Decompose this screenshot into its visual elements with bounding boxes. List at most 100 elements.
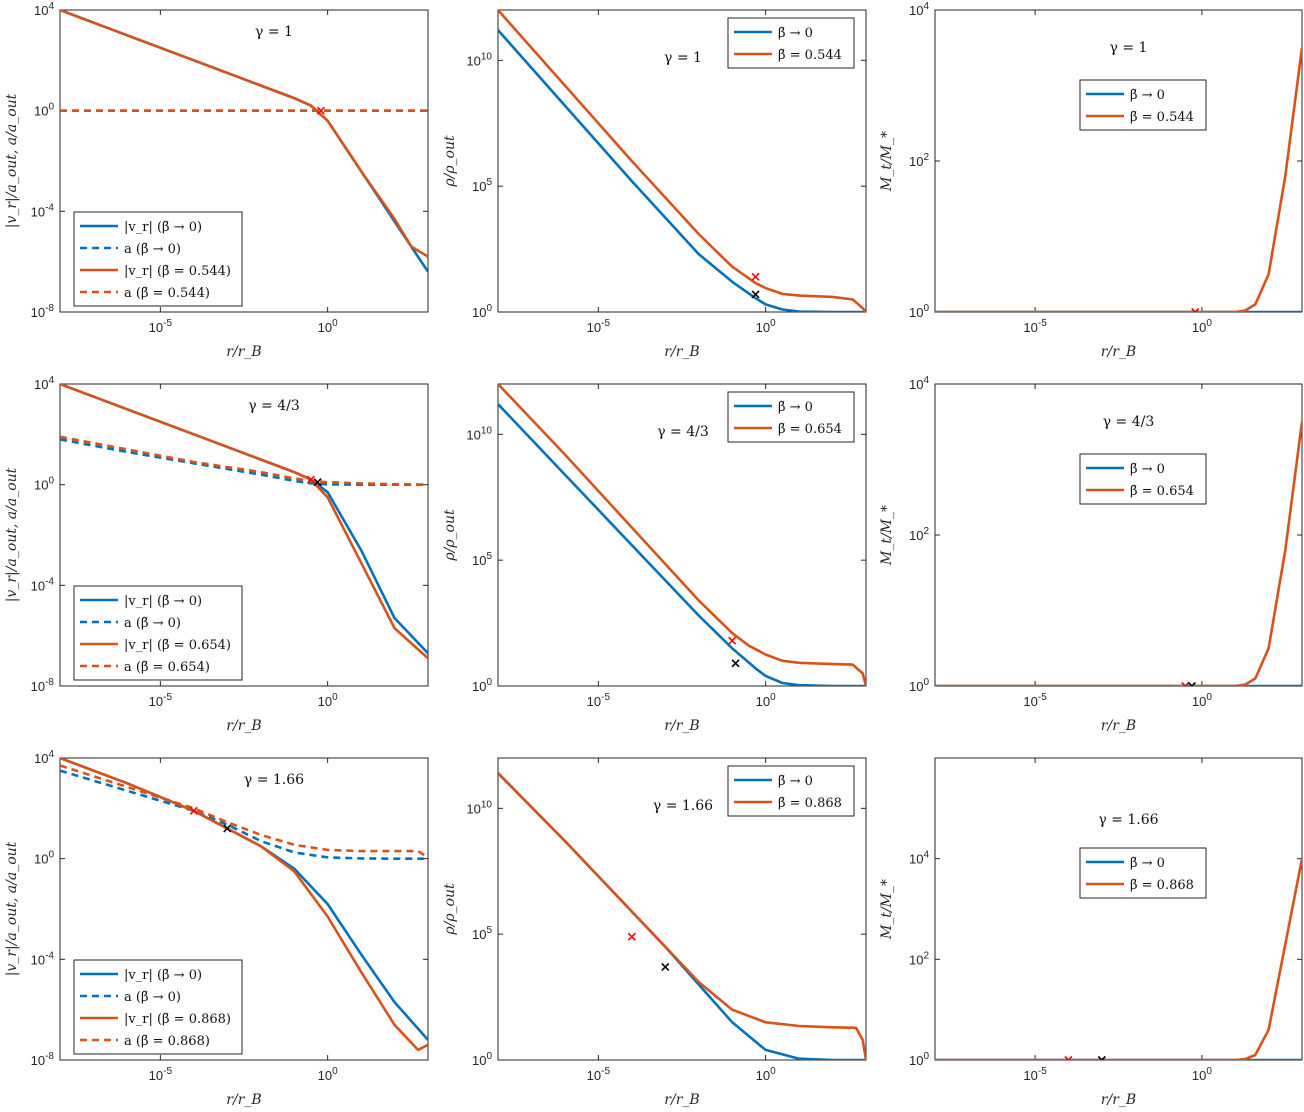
series-group bbox=[60, 10, 428, 273]
legend-entry: |v_r| (β̃ → 0) bbox=[124, 220, 202, 235]
x-tick-label: 10-5 bbox=[587, 318, 611, 335]
series-group bbox=[498, 10, 866, 312]
y-tick-label: 105 bbox=[472, 177, 492, 194]
y-tick-label: 1010 bbox=[466, 425, 492, 442]
series-line bbox=[935, 47, 1302, 312]
y-tick-label: 1010 bbox=[466, 799, 492, 816]
y-tick-label: 10-8 bbox=[31, 1051, 55, 1068]
chart-panel: 10-5 100 10-8 10-4 100 104 r/r_B |v_r|/a_out, a… bbox=[4, 1, 429, 360]
y-tick-label: 104 bbox=[34, 1, 54, 18]
legend-entry: β̃ → 0 bbox=[778, 26, 813, 41]
chart-panel: 10-5 100 100 105 1010 r/r_B ρ/ρ_out γ = 1 β̃ → 0… bbox=[442, 9, 867, 360]
legend-entry: a (β̃ = 0.544) bbox=[124, 286, 210, 301]
chart-title: γ = 1 bbox=[1110, 40, 1148, 56]
x-tick-label: 100 bbox=[318, 1066, 338, 1083]
chart-title: γ = 4/3 bbox=[657, 424, 709, 440]
x-tick-label: 100 bbox=[756, 1066, 776, 1083]
series-line bbox=[498, 403, 866, 686]
plot-area bbox=[934, 757, 1303, 1061]
sonic-point-marker bbox=[1191, 307, 1200, 312]
chart-title: γ = 4/3 bbox=[1103, 414, 1155, 430]
chart-title: γ = 1.66 bbox=[653, 798, 713, 814]
series-line bbox=[498, 10, 866, 312]
chart-panel: 10-5 100 100 102 104 r/r_B M_t/M_* γ = 4/3 β̃ → … bbox=[879, 375, 1303, 734]
y-tick-label: 102 bbox=[909, 526, 929, 543]
y-tick-label: 100 bbox=[34, 102, 54, 119]
legend: |v_r| (β̃ → 0) a (β̃ → 0) |v_r| (β̃ = 0.65… bbox=[73, 585, 243, 681]
y-tick-label: 104 bbox=[909, 850, 929, 867]
series-line bbox=[498, 384, 866, 686]
legend-entry: β̃ = 0.654 bbox=[778, 422, 842, 437]
y-tick-label: 104 bbox=[909, 1, 929, 18]
y-axis-label: |v_r|/a_out, a/a_out bbox=[4, 467, 20, 602]
x-axis-label: r/r_B bbox=[226, 1092, 261, 1108]
series-group bbox=[498, 384, 866, 686]
chart-title: γ = 1 bbox=[664, 50, 702, 66]
x-axis-label: r/r_B bbox=[1101, 718, 1136, 734]
chart-panel: 10-5 100 100 105 1010 r/r_B ρ/ρ_out γ = 4/3 β̃ →… bbox=[442, 383, 867, 734]
y-tick-label: 105 bbox=[472, 925, 492, 942]
legend-entry: a (β̃ → 0) bbox=[124, 990, 181, 1005]
y-tick-label: 100 bbox=[34, 850, 54, 867]
sonic-point-marker bbox=[728, 636, 737, 645]
x-axis-label: r/r_B bbox=[664, 344, 699, 360]
x-tick-label: 100 bbox=[756, 318, 776, 335]
series-line bbox=[935, 421, 1302, 686]
series-group bbox=[498, 772, 866, 1060]
x-tick-label: 10-5 bbox=[587, 1066, 611, 1083]
chart-title: γ = 1.66 bbox=[244, 772, 304, 788]
legend: β̃ → 0 β̃ = 0.868 bbox=[727, 765, 855, 817]
legend-entry: a (β̃ = 0.868) bbox=[124, 1034, 210, 1049]
sonic-point-marker bbox=[731, 659, 740, 668]
y-axis-label: |v_r|/a_out, a/a_out bbox=[4, 841, 20, 976]
legend-entry: |v_r| (β̃ → 0) bbox=[124, 594, 202, 609]
x-tick-label: 10-5 bbox=[1023, 318, 1047, 335]
y-tick-label: 100 bbox=[34, 476, 54, 493]
legend-entry: β̃ → 0 bbox=[778, 400, 813, 415]
legend-box bbox=[727, 17, 855, 69]
x-tick-label: 10-5 bbox=[1023, 692, 1047, 709]
legend: β̃ → 0 β̃ = 0.544 bbox=[1079, 79, 1207, 131]
sonic-point-marker bbox=[661, 962, 670, 971]
sonic-point-marker bbox=[1064, 1055, 1073, 1060]
y-tick-label: 10-4 bbox=[31, 950, 55, 967]
sonic-point-marker bbox=[306, 475, 315, 484]
series-line bbox=[60, 758, 428, 1052]
legend-entry: β̃ = 0.868 bbox=[778, 796, 842, 811]
y-tick-label: 1010 bbox=[466, 51, 492, 68]
y-tick-label: 10-4 bbox=[31, 202, 55, 219]
x-axis-label: r/r_B bbox=[1101, 1092, 1136, 1108]
y-tick-label: 100 bbox=[909, 303, 929, 320]
sonic-point-marker bbox=[316, 106, 326, 115]
chart-panel: 10-5 100 100 102 104 r/r_B M_t/M_* γ = 1.66 β̃ →… bbox=[879, 757, 1303, 1108]
y-axis-label: ρ/ρ_out bbox=[442, 509, 458, 562]
x-tick-label: 10-5 bbox=[149, 1066, 173, 1083]
legend-box bbox=[1079, 847, 1207, 899]
y-tick-label: 100 bbox=[909, 677, 929, 694]
legend: β̃ → 0 β̃ = 0.868 bbox=[1079, 847, 1207, 899]
y-tick-label: 102 bbox=[909, 950, 929, 967]
legend-entry: a (β̃ → 0) bbox=[124, 242, 181, 257]
y-tick-label: 104 bbox=[34, 375, 54, 392]
y-axis-label: ρ/ρ_out bbox=[442, 135, 458, 188]
legend-box bbox=[1079, 79, 1207, 131]
chart-panel: 10-5 100 100 105 1010 r/r_B ρ/ρ_out γ = 1.66 β̃ … bbox=[442, 757, 867, 1108]
x-tick-label: 100 bbox=[318, 318, 338, 335]
y-tick-label: 100 bbox=[472, 303, 492, 320]
y-tick-label: 100 bbox=[909, 1051, 929, 1068]
legend-entry: |v_r| (β̃ → 0) bbox=[124, 968, 202, 983]
sonic-point-marker bbox=[1181, 681, 1190, 686]
x-axis-label: r/r_B bbox=[226, 344, 261, 360]
series-group bbox=[935, 858, 1302, 1060]
legend-box bbox=[1079, 453, 1207, 505]
x-tick-label: 100 bbox=[1192, 318, 1212, 335]
sonic-point-marker bbox=[751, 290, 760, 299]
legend-entry: β̃ → 0 bbox=[1130, 856, 1165, 871]
legend-box bbox=[73, 585, 243, 681]
legend-entry: a (β̃ → 0) bbox=[124, 616, 181, 631]
sonic-point-marker bbox=[223, 824, 232, 833]
x-tick-label: 10-5 bbox=[149, 692, 173, 709]
x-axis-label: r/r_B bbox=[664, 1092, 699, 1108]
legend-box bbox=[73, 211, 243, 307]
